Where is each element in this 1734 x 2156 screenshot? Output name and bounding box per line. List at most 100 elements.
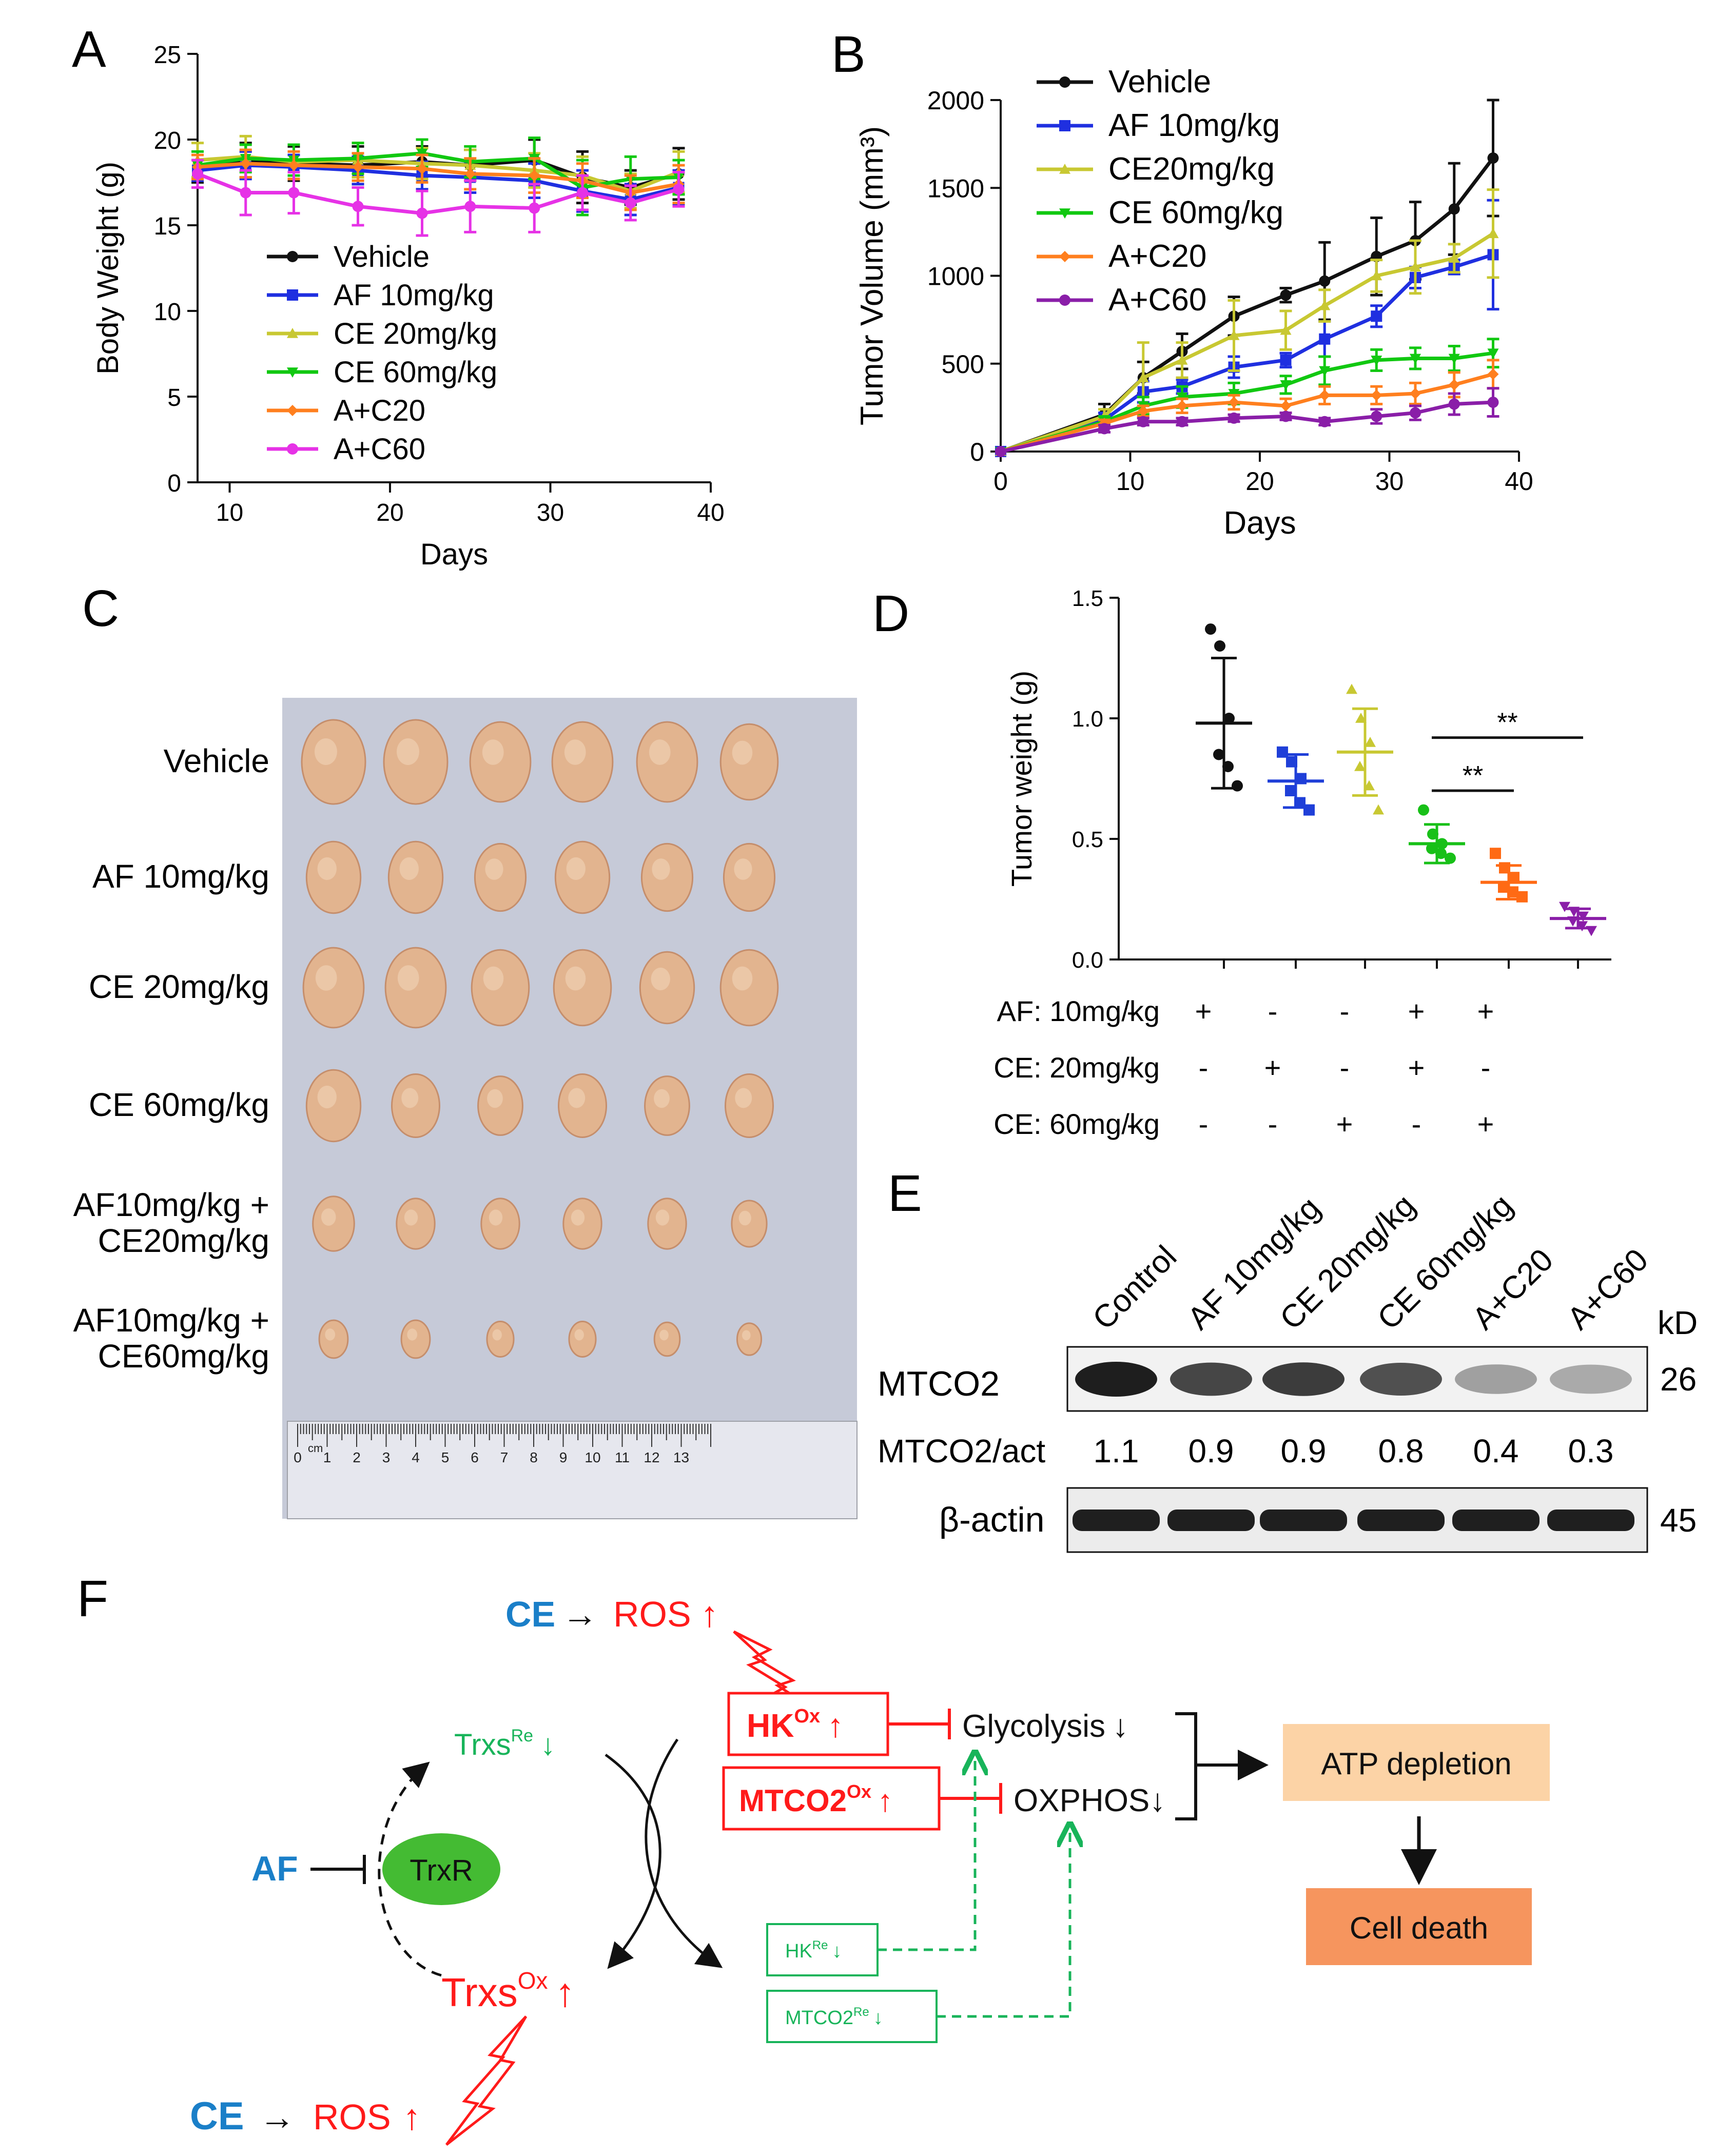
row-label: Vehicle (164, 742, 269, 779)
tumor-highlight (492, 1329, 502, 1341)
tumor-body (736, 1322, 763, 1356)
actin-band (1260, 1510, 1347, 1531)
data-point (1285, 785, 1296, 796)
data-point (416, 163, 428, 174)
tumor-sample (477, 1075, 523, 1136)
legend-marker (1059, 208, 1070, 219)
series-line (197, 151, 679, 190)
tumor-body (562, 1198, 602, 1250)
ros-bottom-up: ↑ (403, 2097, 421, 2137)
x-tick-label: 10 (216, 499, 243, 526)
actin-band (1357, 1510, 1445, 1531)
legend-label: A+C60 (1108, 282, 1206, 318)
tumor-highlight (564, 739, 586, 765)
data-point (1445, 852, 1456, 864)
legend-marker (1059, 295, 1070, 306)
tumor-body (391, 1073, 440, 1138)
tumor-highlight (659, 1329, 669, 1341)
lightning-bolt-bottom-icon (445, 2015, 528, 2146)
y-axis-title: Body Weight (g) (91, 162, 125, 375)
data-point (1410, 387, 1421, 399)
row-label: AF10mg/kg + (73, 1302, 269, 1339)
data-point (416, 207, 428, 219)
x-tick-label: 40 (697, 499, 724, 526)
tumor-sample (383, 719, 449, 805)
row-label: CE20mg/kg (98, 1222, 269, 1259)
treatment-sign: - (1412, 1108, 1421, 1140)
tumor-sample (384, 947, 447, 1029)
x-tick-label: 30 (537, 499, 564, 526)
tumor-sample (391, 1073, 440, 1138)
legend-label: A+C20 (334, 394, 425, 427)
data-point (1448, 252, 1460, 263)
tumor-sample (736, 1322, 763, 1356)
legend-marker (287, 405, 298, 416)
ratio-value: 1.1 (1094, 1433, 1139, 1469)
data-point (1577, 911, 1589, 922)
data-point (673, 183, 685, 195)
data-point (1280, 354, 1292, 366)
tumor-highlight (487, 1089, 503, 1108)
ros-top-label: ROS (613, 1594, 691, 1634)
ce-ros-top: CE → ROS ↑ (505, 1594, 814, 1710)
tumor-sample (551, 721, 614, 803)
tumor-sample (486, 1321, 515, 1358)
ratio-label: MTCO2/act (878, 1433, 1045, 1469)
data-point (240, 187, 251, 199)
hk-re-label: HKRe ↓ (785, 1938, 842, 1962)
ruler-unit: cm (308, 1442, 323, 1455)
data-point (1176, 400, 1188, 411)
series-5 (995, 387, 1499, 457)
oxphos-label: OXPHOS↓ (1014, 1783, 1165, 1818)
x-axis-title: Days (1223, 505, 1296, 541)
arrow-trxs-to-ox (605, 1753, 661, 1969)
data-point (1371, 356, 1382, 366)
y-axis-title: Tumor weight (g) (1005, 671, 1038, 887)
tumor-highlight (315, 738, 337, 765)
tumor-sample (318, 1319, 349, 1359)
treatment-sign: - (1199, 1108, 1209, 1140)
data-point (1280, 410, 1292, 422)
ratio-value: 0.4 (1473, 1433, 1519, 1469)
treatment-sign: + (1336, 1108, 1353, 1140)
legend-label: CE 60mg/kg (1108, 195, 1283, 230)
legend-label: AF 10mg/kg (334, 279, 494, 312)
data-point (1280, 289, 1292, 301)
legend-label: Vehicle (334, 240, 430, 273)
data-point (240, 158, 251, 169)
tumor-body (318, 1319, 349, 1359)
tumor-highlight (655, 1209, 670, 1226)
group-5 (1550, 901, 1606, 936)
tumor-highlight (566, 857, 586, 880)
tumor-sample (469, 721, 532, 803)
data-point (1228, 412, 1240, 424)
data-point (1228, 329, 1240, 340)
tumor-body (719, 723, 779, 801)
panel-d-chart: D 0.0 0.5 1.0 1.5 Tumor weight (g) ** ** AF: … (872, 585, 1611, 1140)
tumor-body (302, 947, 365, 1029)
tumor-sample (562, 1198, 602, 1250)
panel-c-photo: C Vehicle AF 10mg/kg CE 20mg/kg CE 60mg/kg A… (73, 580, 858, 1519)
ruler-number: 1 (323, 1449, 332, 1465)
legend-label: Vehicle (1108, 64, 1211, 100)
y-tick-label: 20 (154, 127, 181, 154)
tumor-sample (719, 723, 779, 801)
tumor-body (568, 1321, 597, 1358)
y-tick-label: 5 (167, 384, 181, 411)
data-point (1508, 872, 1519, 884)
tumor-highlight (742, 1330, 751, 1341)
data-point (288, 160, 300, 171)
y-tick-label: 1500 (927, 174, 984, 203)
data-point (352, 161, 364, 173)
y-tick-label: 0.0 (1072, 948, 1103, 973)
series-2 (995, 188, 1499, 456)
data-point (1487, 397, 1499, 408)
tumor-highlight (732, 740, 753, 765)
tumor-body (477, 1075, 523, 1136)
data-point (1410, 407, 1421, 419)
series-4 (995, 359, 1499, 457)
tumor-sample (725, 1073, 774, 1138)
tumor-sample (647, 1198, 687, 1250)
ruler-number: 3 (382, 1449, 391, 1465)
